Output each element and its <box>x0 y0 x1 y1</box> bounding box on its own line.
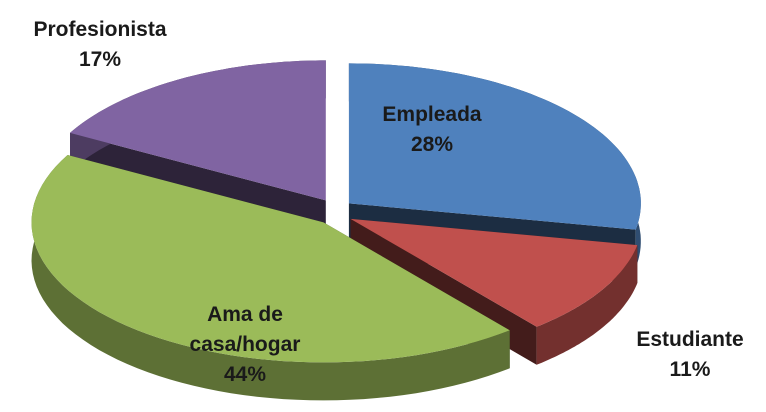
percent-label: 44% <box>223 363 267 386</box>
percent-label: 11% <box>669 358 711 381</box>
percent-label: 28% <box>410 133 454 156</box>
pie-slice <box>350 218 638 365</box>
slice-wall <box>31 155 510 401</box>
slice-top <box>70 60 326 201</box>
slice-label: Profesionista 17% <box>33 15 166 75</box>
slice-label: Estudiante 11% <box>636 325 743 385</box>
slice-label: Ama de casa/hogar 44% <box>175 300 315 390</box>
category-label: Estudiante <box>636 328 744 351</box>
slice-wall <box>536 245 638 365</box>
slice-label: Empleada 28% <box>382 100 481 160</box>
category-label: Empleada <box>382 103 482 126</box>
slice-top <box>348 63 641 230</box>
category-label: Ama de casa/hogar <box>189 303 301 356</box>
pie-slice <box>31 155 510 401</box>
percent-label: 17% <box>78 48 122 71</box>
category-label: Profesionista <box>33 18 167 41</box>
slice-top <box>350 218 638 327</box>
slice-top <box>31 155 510 363</box>
